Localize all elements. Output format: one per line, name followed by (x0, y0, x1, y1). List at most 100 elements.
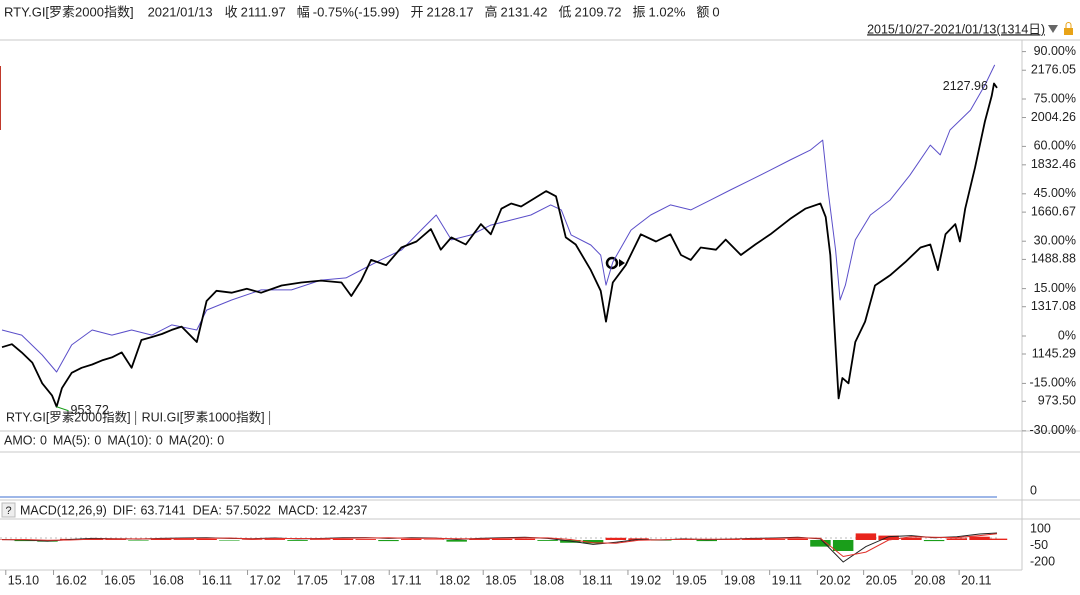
date: 2021/01/13 (148, 4, 213, 19)
y-tick-label: 1317.08 (1031, 299, 1076, 313)
field-label: 额 (696, 4, 709, 19)
date-range[interactable]: 2015/10/27-2021/01/13(1314日) (867, 22, 1045, 36)
macd-bar (901, 537, 922, 540)
macd-bar (219, 540, 240, 541)
legend-entry: RTY.GI[罗素2000指数] (6, 409, 131, 424)
y2-tick-label: -15.00% (1029, 376, 1076, 390)
y-tick-label: -200 (1030, 554, 1055, 568)
field-value: 1.02% (649, 4, 686, 19)
field-label: 低 (559, 4, 572, 19)
dropdown-arrow[interactable] (1048, 25, 1058, 33)
indicator-value: 63.7141 (140, 503, 185, 517)
indicator-value: 0 (156, 433, 163, 447)
macd-bar (764, 539, 786, 540)
y2-tick-label: 75.00% (1034, 91, 1076, 105)
x-tick-label: 18.08 (533, 573, 564, 587)
macd-bar (423, 539, 445, 540)
macd-bar (741, 538, 763, 540)
cursor (605, 256, 619, 270)
indicator-value: 0 (40, 433, 47, 447)
max-label: 2127.96 (943, 79, 988, 93)
macd-bar (287, 540, 308, 541)
macd-bar (946, 538, 968, 540)
y2-tick-label: -30.00% (1029, 423, 1076, 437)
macd-bar (378, 540, 399, 542)
macd-bar (696, 540, 717, 542)
x-tick-label: 20.05 (866, 573, 897, 587)
macd-bar (832, 540, 854, 551)
x-tick-label: 19.11 (772, 573, 802, 587)
indicator-value: 12.4237 (322, 503, 367, 517)
y2-tick-label: 90.00% (1034, 44, 1076, 58)
indicator-name: DIF: (113, 503, 137, 517)
macd-bar (14, 540, 35, 542)
macd-line (1, 533, 998, 558)
macd-bar (810, 540, 831, 547)
macd-bar (537, 540, 558, 541)
macd-bar (400, 538, 422, 540)
min-leader (56, 406, 69, 412)
y-tick-label: 0 (1030, 483, 1037, 497)
field-label: 高 (484, 4, 497, 19)
help-button[interactable] (1, 502, 16, 518)
y2-tick-label: 15.00% (1034, 281, 1076, 295)
x-tick-label: 15.10 (8, 573, 39, 587)
y-tick-label: 973.50 (1038, 394, 1076, 408)
macd-bar (173, 539, 195, 540)
legend-entry: RUI.GI[罗素1000指数] (142, 409, 265, 424)
field-label: 幅 (297, 4, 310, 19)
y-tick-label: 1832.46 (1031, 157, 1076, 171)
macd-bar (923, 540, 945, 542)
macd-bar (582, 540, 604, 544)
macd-bar (355, 539, 376, 540)
macd-bar (196, 538, 217, 540)
indicator-title: MACD(12,26,9) (20, 503, 107, 517)
y2-tick-label: 0% (1058, 328, 1076, 342)
macd-bar (969, 536, 990, 540)
x-tick-label: 19.02 (630, 573, 661, 587)
macd-bar (855, 533, 877, 540)
x-tick-label: 16.05 (104, 573, 135, 587)
indicator-value: 0 (217, 433, 224, 447)
x-tick-label: 16.11 (202, 573, 232, 587)
field-value: -0.75%(-15.99) (313, 4, 400, 19)
x-tick-label: 18.11 (582, 573, 612, 587)
series-line (1, 64, 996, 373)
x-tick-label: 19.05 (675, 573, 706, 587)
y-tick-label: 2176.05 (1031, 63, 1076, 77)
x-tick-label: 18.05 (485, 573, 516, 587)
min-label: 953.72 (71, 403, 109, 417)
indicator-name: MACD: (278, 503, 318, 517)
lock-icon[interactable] (1064, 28, 1073, 35)
x-tick-label: 19.08 (724, 573, 755, 587)
macd-bar (332, 538, 354, 540)
macd-bar (491, 538, 513, 540)
macd-bar (878, 535, 899, 540)
macd-bar (469, 539, 490, 540)
macd-bar (241, 539, 263, 540)
field-value: 2128.17 (426, 4, 473, 19)
y-tick-label: 100 (1030, 521, 1051, 535)
macd-bar (986, 538, 1008, 540)
field-label: 收 (225, 4, 238, 19)
macd-bar (310, 539, 331, 540)
indicator-value: 57.5022 (226, 503, 271, 517)
field-label: 开 (410, 4, 423, 19)
lock-icon (1065, 22, 1072, 28)
y-tick-label: 1488.88 (1031, 252, 1076, 266)
x-tick-label: 17.11 (391, 573, 421, 587)
x-tick-label: 16.08 (153, 573, 184, 587)
y-tick-label: -50 (1030, 538, 1048, 552)
y2-tick-label: 30.00% (1034, 234, 1076, 248)
x-tick-label: 17.05 (297, 573, 328, 587)
indicator-name: DEA: (193, 503, 222, 517)
macd-bar (446, 540, 467, 542)
indicator-name: MA(10): (107, 433, 151, 447)
macd-bar (105, 539, 126, 540)
y2-tick-label: 60.00% (1034, 139, 1076, 153)
cursor-arrow (619, 259, 625, 267)
indicator-name: AMO: (4, 433, 36, 447)
instrument-name: RTY.GI[罗素2000指数] (4, 4, 134, 19)
